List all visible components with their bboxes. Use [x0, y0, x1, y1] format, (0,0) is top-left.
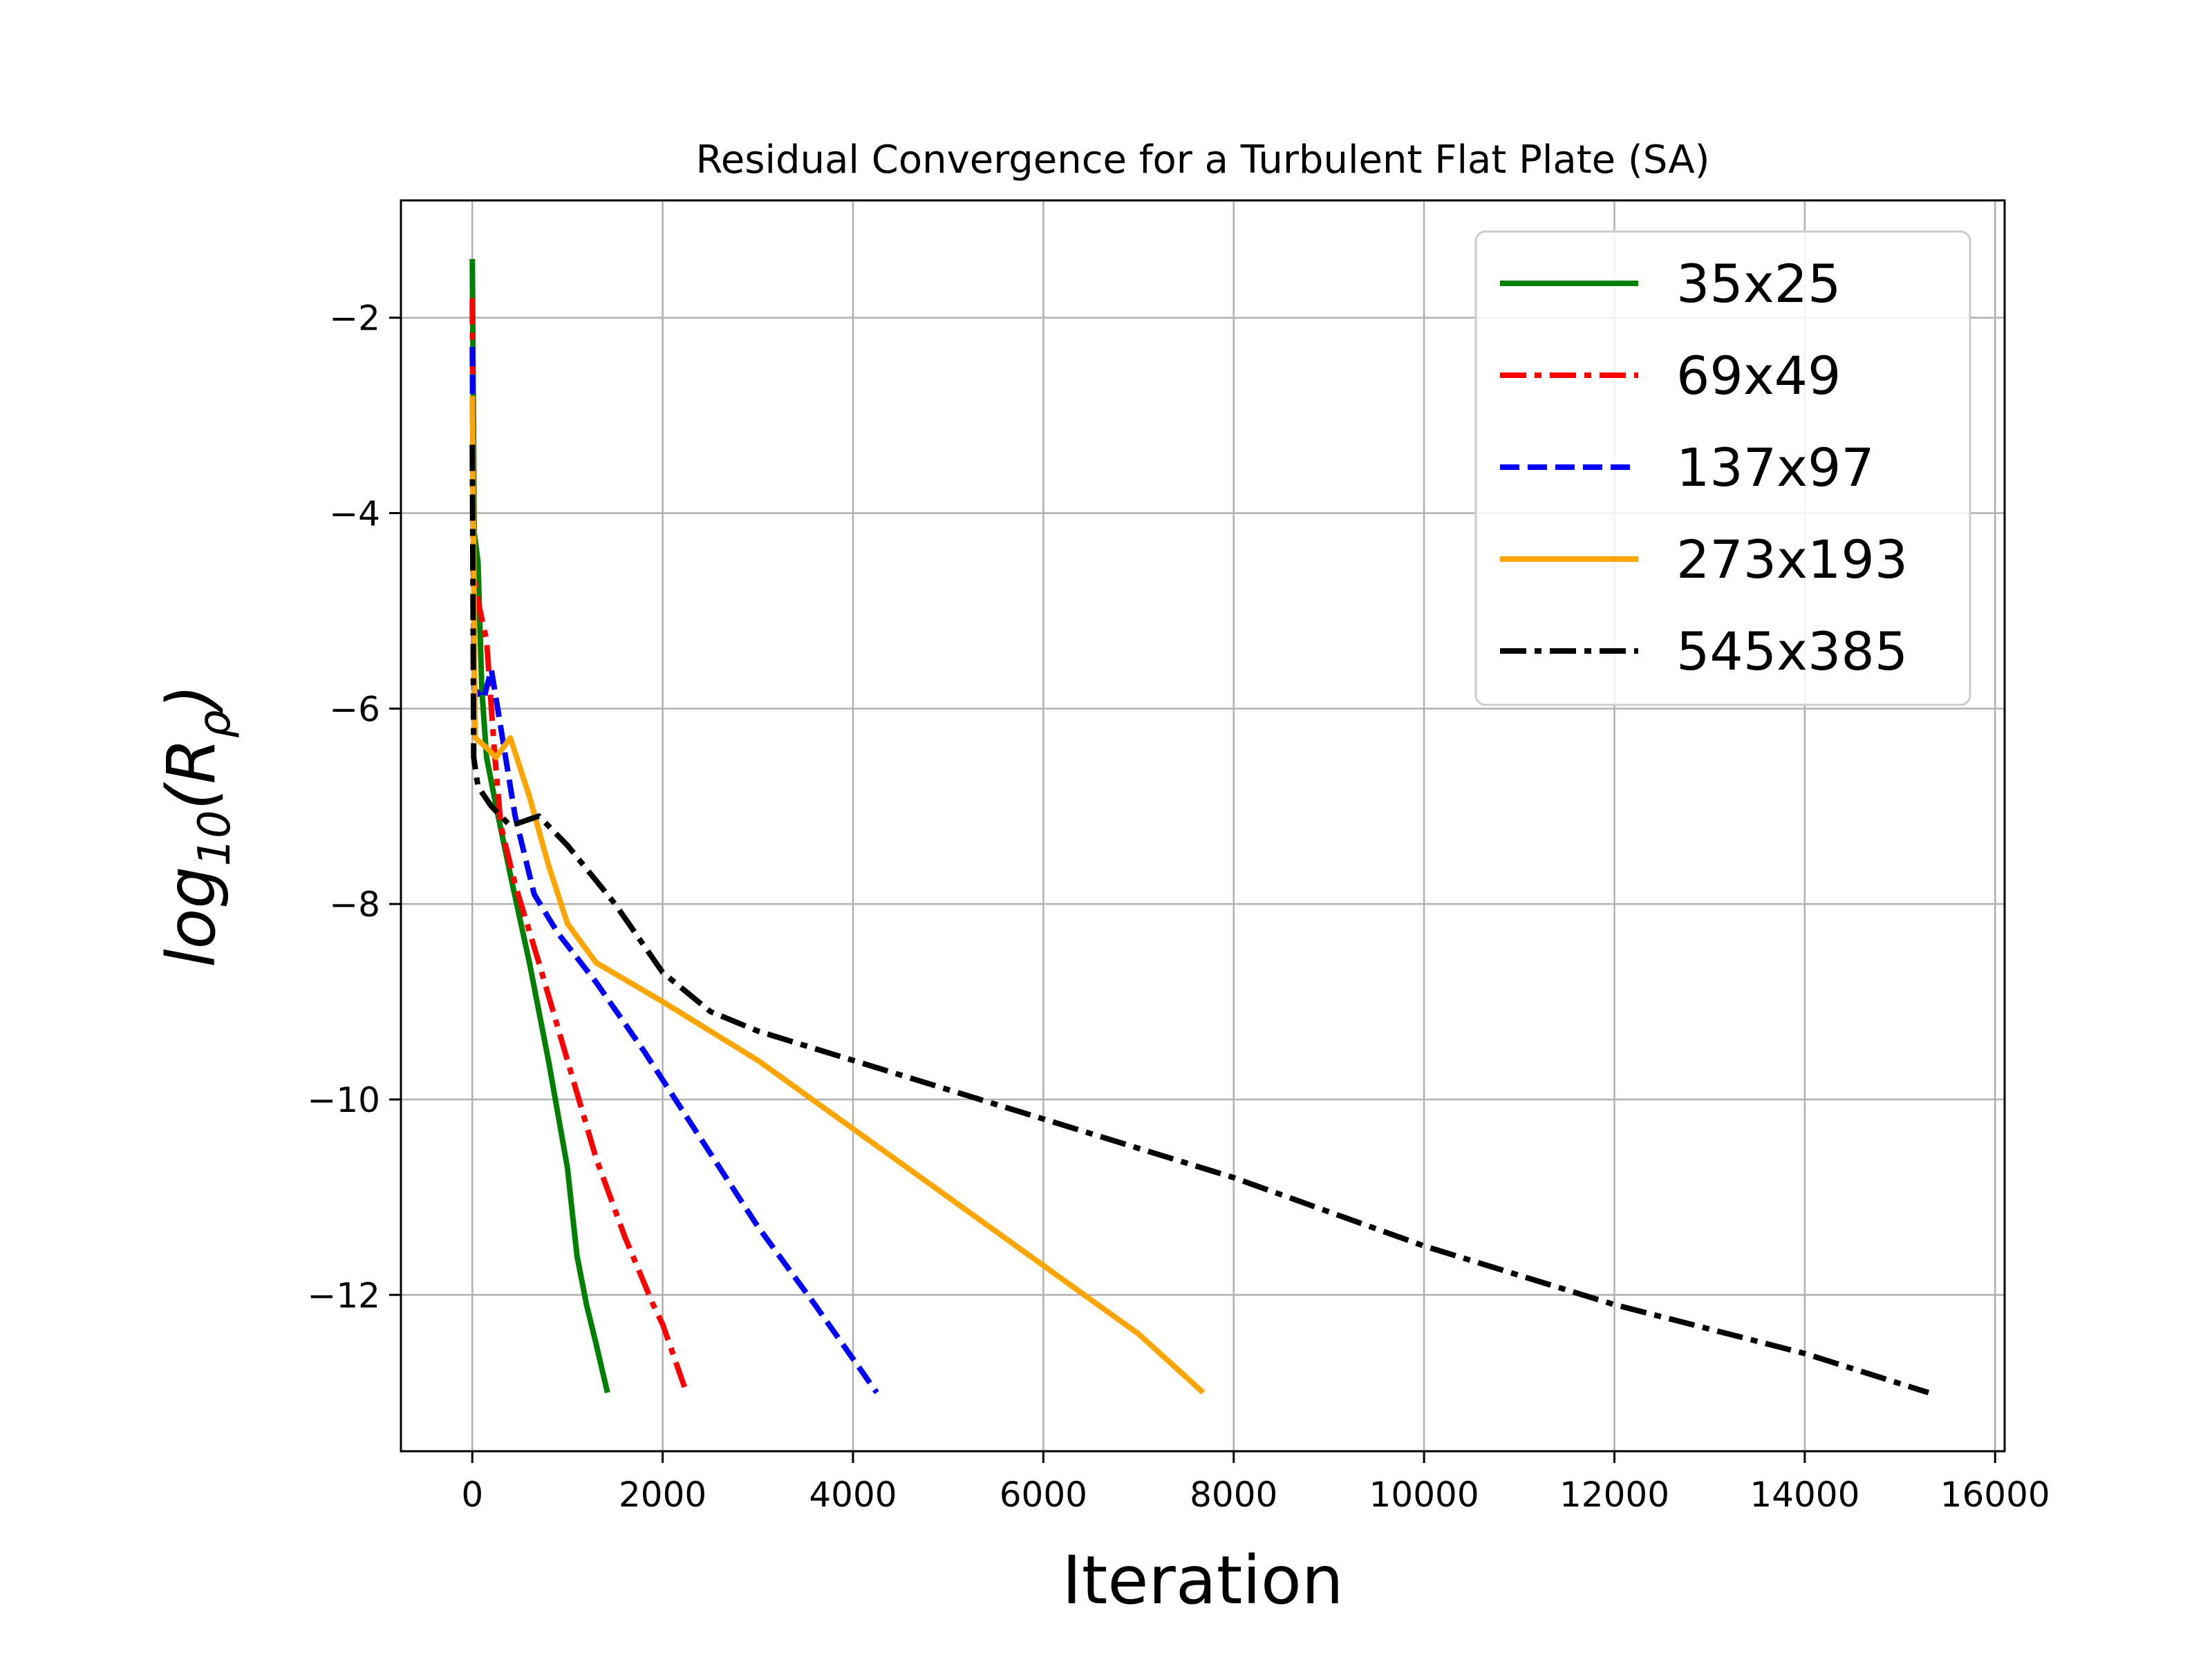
x-tick-label: 6000 — [1000, 1475, 1087, 1515]
x-tick-label: 14000 — [1750, 1475, 1859, 1515]
x-tick-label: 12000 — [1559, 1475, 1669, 1515]
x-tick-label: 8000 — [1190, 1475, 1277, 1515]
legend-label-137x97: 137x97 — [1676, 437, 1875, 498]
legend-label-69x49: 69x49 — [1676, 345, 1841, 406]
series-line-273x193 — [469, 395, 1206, 1395]
x-tick-label: 16000 — [1940, 1475, 2050, 1515]
y-axis-label: log10(Rρ) — [153, 684, 241, 967]
x-tick-label: 2000 — [619, 1475, 706, 1515]
series-line-137x97 — [469, 347, 879, 1395]
chart-title: Residual Convergence for a Turbulent Fla… — [695, 138, 1709, 182]
legend-box — [1474, 230, 1971, 706]
series-line-69x49 — [469, 298, 689, 1394]
y-tick-label: −8 — [329, 885, 380, 925]
y-tick-label: −10 — [307, 1080, 380, 1120]
y-tick-label: −4 — [329, 494, 380, 534]
series-line-545x385 — [469, 444, 1930, 1396]
axis-ticks: 0 2000 4000 6000 8000 10000 12000 14000 16000 −2 −… — [307, 299, 2050, 1515]
plot-frame — [400, 199, 2006, 1453]
series-line-35x25 — [469, 258, 610, 1394]
x-tick-label: 10000 — [1369, 1475, 1479, 1515]
data-series — [469, 258, 1930, 1396]
y-tick-label: −12 — [307, 1276, 380, 1316]
legend-label-545x385: 545x385 — [1676, 621, 1908, 682]
legend: 35x25 69x49 137x97 273x193 545x385 — [1474, 230, 1971, 706]
y-tick-label: −6 — [329, 689, 380, 729]
x-tick-label: 4000 — [809, 1475, 897, 1515]
legend-label-273x193: 273x193 — [1676, 529, 1908, 590]
y-tick-label: −2 — [329, 299, 380, 339]
legend-label-35x25: 35x25 — [1676, 253, 1841, 314]
x-tick-label: 0 — [461, 1475, 483, 1515]
x-axis-label: Iteration — [1062, 1542, 1343, 1619]
